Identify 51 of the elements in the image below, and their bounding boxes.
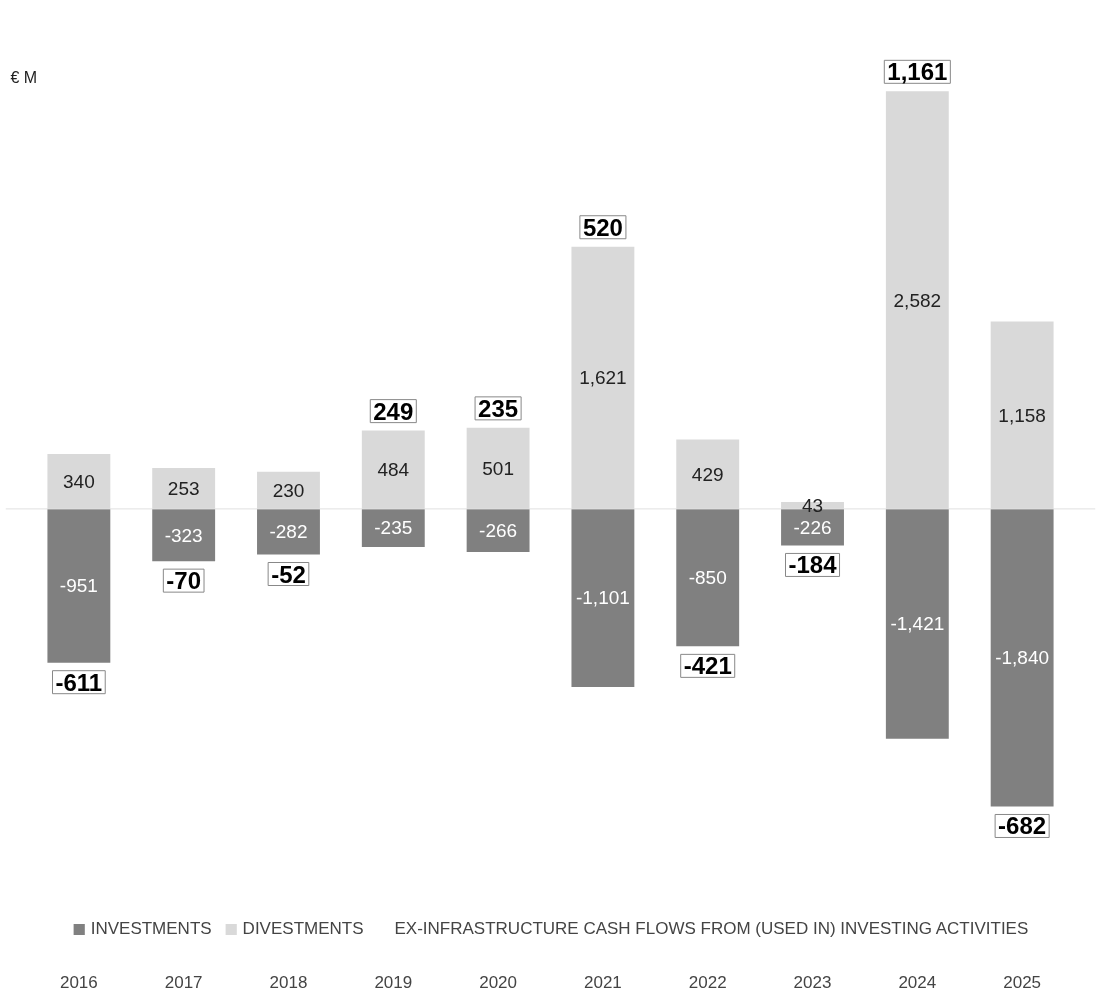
x-tick-label: 2025 [1003,972,1042,992]
bar [47,508,111,663]
bar [990,508,1054,807]
x-tick-label: 2024 [898,972,937,992]
bar [152,508,216,562]
data-label: -951 [59,575,98,597]
x-tick-label: 2020 [479,972,518,992]
data-label: 484 [377,459,410,481]
legend-label: INVESTMENTS [90,919,212,939]
data-label: 2,582 [893,289,942,311]
data-label: -235 [374,517,413,539]
data-label: 1,621 [579,367,627,389]
x-tick-label: 2021 [583,972,622,992]
bar [885,508,949,739]
legend-label: DIVESTMENTS [242,919,364,939]
y-axis-title: € M [10,68,38,86]
x-tick-label: 2023 [793,972,832,992]
data-label: 230 [272,479,305,501]
total-label: -682 [998,812,1047,840]
total-label: -52 [271,560,306,588]
total-label: 520 [582,213,623,241]
data-label: -323 [164,524,203,546]
total-label: -184 [788,551,838,579]
data-label: 429 [691,463,724,485]
x-tick-label: 2019 [374,972,413,992]
data-label: 1,158 [998,404,1046,426]
data-label: -266 [479,519,518,541]
bar [676,508,740,647]
x-tick-label: 2018 [269,972,308,992]
total-label: 235 [478,394,519,422]
data-label: 340 [63,470,95,492]
data-label: -850 [688,567,727,589]
data-label: -282 [269,521,308,543]
data-label: -1,840 [995,647,1050,669]
data-label: -1,421 [890,613,945,635]
total-label: 1,161 [887,58,948,86]
data-label: 501 [482,457,514,479]
x-tick-label: 2017 [164,972,203,992]
data-label: -1,101 [575,587,630,609]
total-label: -70 [166,567,202,595]
x-tick-label: 2022 [688,972,727,992]
total-label: 249 [373,397,414,425]
data-label: -226 [793,516,832,538]
total-label: -421 [683,652,732,680]
text: EX-INFRASTRUCTURE CASH FLOWS FROM (USED IN) INVESTING ACTIVITIES [394,919,1029,939]
x-tick-label: 2016 [59,972,98,992]
total-label: -611 [55,668,103,696]
bar [571,508,635,687]
data-label: 253 [167,477,200,499]
bar [257,508,320,555]
data-label: 43 [801,494,824,516]
